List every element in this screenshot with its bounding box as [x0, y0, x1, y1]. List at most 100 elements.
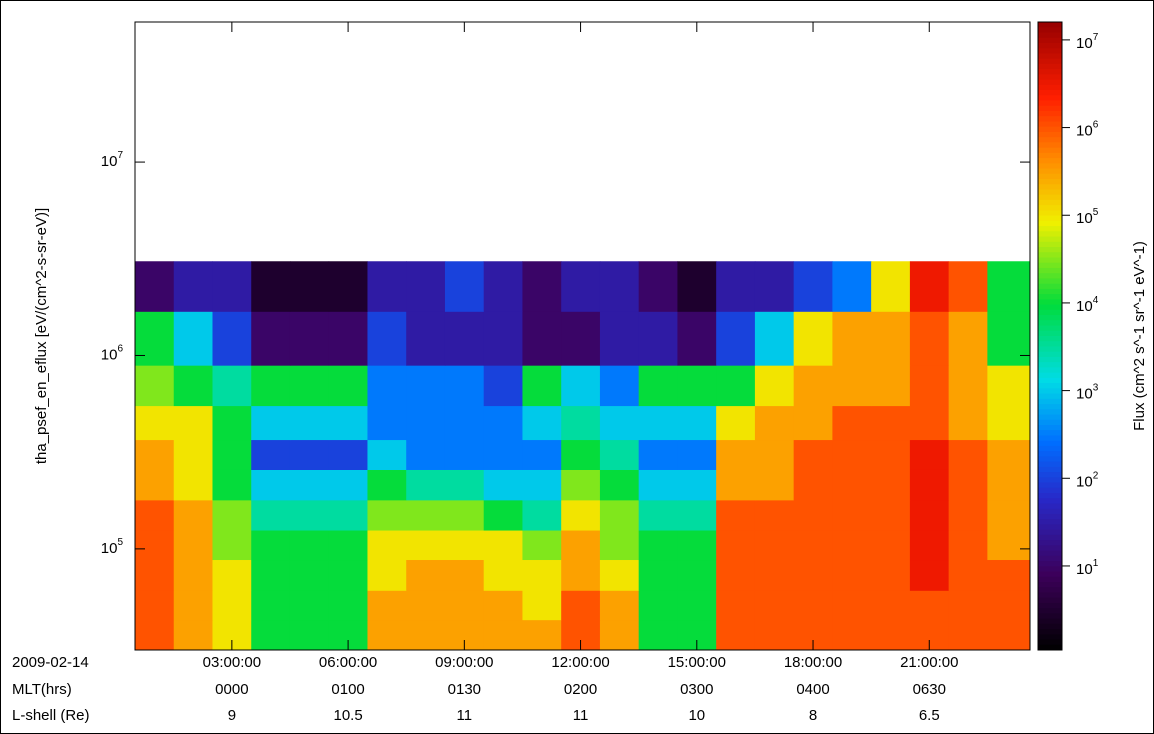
- heatmap-cell: [716, 499, 756, 531]
- colorbar-swatch: [1038, 513, 1062, 520]
- heatmap-cell: [677, 559, 717, 591]
- heatmap-cell: [638, 530, 678, 561]
- lshell-value: 8: [809, 707, 817, 724]
- heatmap-cell: [251, 499, 291, 531]
- heatmap-cell: [832, 311, 872, 366]
- heatmap-cell: [135, 499, 175, 531]
- heatmap-cell: [948, 559, 988, 591]
- heatmap-cell: [406, 530, 446, 561]
- mlt-label: MLT(hrs): [12, 681, 72, 698]
- heatmap-cell: [444, 311, 485, 366]
- heatmap-cell: [599, 439, 640, 470]
- heatmap-cell: [909, 469, 950, 501]
- colorbar-swatch: [1038, 341, 1062, 347]
- plot-frame: [134, 21, 1031, 651]
- colorbar-swatch: [1038, 419, 1062, 426]
- colorbar-swatch: [1038, 315, 1062, 321]
- heatmap-cell: [561, 365, 601, 407]
- mlt-value: 0400: [796, 681, 829, 698]
- heatmap-cell: [522, 405, 562, 441]
- heatmap-cell: [135, 530, 175, 561]
- colorbar-swatch: [1038, 32, 1062, 39]
- colorbar-swatch: [1038, 356, 1062, 363]
- heatmap-cell: [599, 590, 640, 621]
- heatmap-cell: [638, 499, 678, 531]
- colorbar-swatch: [1038, 320, 1062, 327]
- heatmap-cell: [754, 619, 795, 651]
- heatmap-cell: [793, 590, 833, 621]
- colorbar-swatch: [1038, 131, 1062, 138]
- colorbar-swatch: [1038, 550, 1062, 557]
- heatmap-cell: [522, 559, 562, 591]
- colorbar-tick-label-exponent: 5: [1093, 207, 1099, 218]
- lshell-value: 10.5: [333, 707, 362, 724]
- heatmap-cell: [173, 499, 213, 531]
- heatmap-cell: [599, 559, 640, 591]
- heatmap-cell: [135, 439, 175, 470]
- heatmap-cell: [522, 499, 562, 531]
- colorbar-swatch: [1038, 597, 1062, 604]
- heatmap-cell: [793, 469, 833, 501]
- colorbar-tick-label-exponent: 6: [1093, 119, 1099, 130]
- heatmap-cell: [483, 469, 523, 501]
- heatmap-cell: [251, 439, 291, 470]
- colorbar-swatch: [1038, 592, 1062, 599]
- heatmap-cell: [483, 439, 523, 470]
- lshell-value: 6.5: [919, 707, 940, 724]
- colorbar-tick-label-exponent: 3: [1093, 382, 1099, 393]
- heatmap-cell: [251, 559, 291, 591]
- heatmap-cell: [638, 590, 678, 621]
- heatmap-cell: [522, 469, 562, 501]
- heatmap-cell: [793, 405, 833, 441]
- heatmap-cell: [561, 530, 601, 561]
- heatmap-cell: [561, 590, 601, 621]
- colorbar-swatch: [1038, 493, 1062, 499]
- colorbar-swatch: [1038, 74, 1062, 81]
- colorbar-swatch: [1038, 179, 1062, 185]
- heatmap-cell: [832, 499, 872, 531]
- heatmap-cell: [328, 439, 368, 470]
- colorbar-swatch: [1038, 644, 1062, 651]
- colorbar-tick-label: 102: [1076, 470, 1099, 490]
- heatmap-cell: [561, 559, 601, 591]
- heatmap-cell: [754, 590, 795, 621]
- heatmap-cell: [406, 261, 446, 312]
- colorbar-tick-label-base: 10: [1076, 561, 1093, 578]
- heatmap-cell: [987, 405, 1031, 441]
- colorbar-swatch: [1038, 451, 1062, 457]
- heatmap-cell: [406, 311, 446, 366]
- heatmap-cell: [212, 405, 252, 441]
- heatmap-cell: [716, 365, 756, 407]
- colorbar-swatch: [1038, 618, 1062, 625]
- heatmap-cell: [987, 311, 1031, 366]
- colorbar-swatch: [1038, 42, 1062, 49]
- heatmap-cell: [754, 559, 795, 591]
- x-tick-label: 09:00:00: [435, 654, 493, 671]
- heatmap-cell: [638, 619, 678, 651]
- colorbar-swatch: [1038, 27, 1062, 33]
- colorbar-swatch: [1038, 629, 1062, 635]
- heatmap-cell: [289, 311, 330, 366]
- colorbar-swatch: [1038, 487, 1062, 494]
- colorbar-swatch: [1038, 561, 1062, 567]
- heatmap-cell: [522, 530, 562, 561]
- x-tick-label: 18:00:00: [784, 654, 842, 671]
- colorbar-swatch: [1038, 445, 1062, 452]
- colorbar-tick-label-base: 10: [1076, 35, 1093, 52]
- heatmap-cell: [909, 590, 950, 621]
- heatmap-cell: [173, 261, 213, 312]
- heatmap-cell: [716, 469, 756, 501]
- heatmap-cell: [483, 559, 523, 591]
- heatmap-cell: [173, 619, 213, 651]
- heatmap-cell: [754, 405, 795, 441]
- colorbar-swatch: [1038, 278, 1062, 285]
- lshell-value: 10: [688, 707, 705, 724]
- heatmap-cell: [444, 261, 485, 312]
- colorbar-swatch: [1038, 435, 1062, 442]
- heatmap-cell: [948, 469, 988, 501]
- heatmap-cell: [987, 590, 1031, 621]
- heatmap-cell: [212, 499, 252, 531]
- heatmap-cell: [832, 590, 872, 621]
- colorbar-swatch: [1038, 440, 1062, 447]
- colorbar-swatch: [1038, 247, 1062, 253]
